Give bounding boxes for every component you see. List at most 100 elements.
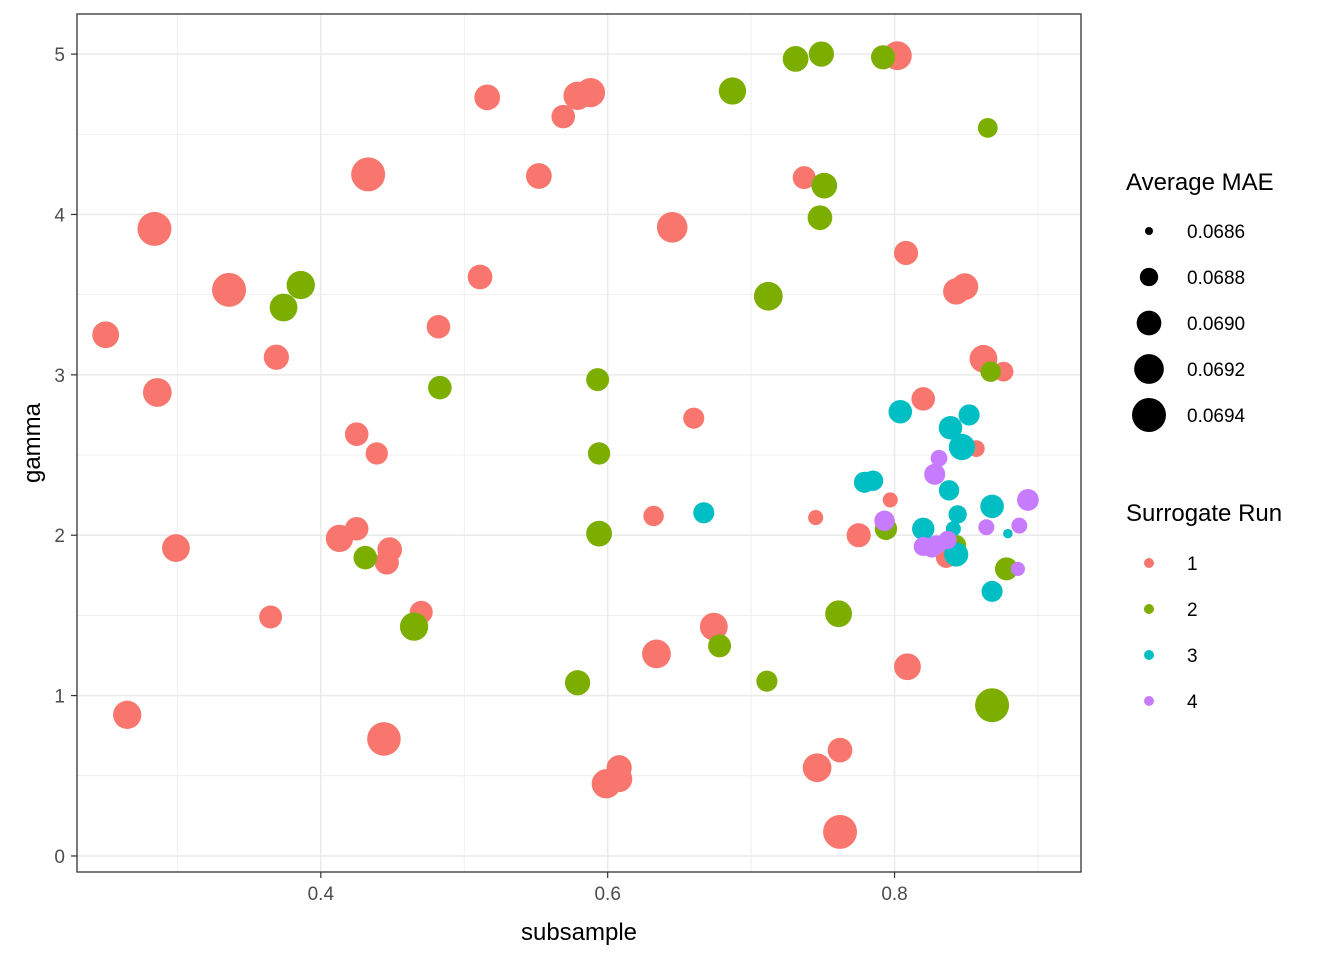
data-point-run-1 — [808, 510, 824, 526]
size-legend-key — [1134, 354, 1164, 384]
data-point-run-4 — [924, 463, 946, 485]
data-point-run-2 — [808, 41, 835, 67]
color-legend: Surrogate Run 1 2 3 4 — [1126, 500, 1282, 713]
size-legend-entries: 0.0686 0.0688 0.0690 0.0692 0.0694 — [1132, 222, 1246, 432]
data-point-run-2 — [587, 442, 611, 465]
color-legend-key — [1144, 604, 1154, 614]
data-point-run-1 — [367, 722, 401, 756]
color-legend-key — [1144, 558, 1154, 568]
data-point-run-1 — [606, 765, 633, 793]
data-point-run-3 — [912, 517, 935, 540]
y-tick-label: 3 — [54, 366, 65, 387]
data-point-run-4 — [1010, 561, 1025, 576]
y-tick-label: 5 — [54, 45, 65, 66]
data-point-run-3 — [853, 471, 875, 493]
data-point-run-2 — [718, 77, 747, 105]
size-legend-key — [1136, 310, 1162, 336]
data-point-run-1 — [474, 84, 501, 111]
color-legend-entries: 1 2 3 4 — [1144, 554, 1198, 713]
size-legend-label: 0.0688 — [1187, 268, 1245, 289]
data-point-run-2 — [753, 281, 783, 311]
data-point-run-1 — [823, 814, 858, 849]
data-point-run-2 — [586, 368, 610, 392]
data-point-run-1 — [374, 550, 399, 575]
data-point-run-1 — [802, 753, 832, 783]
data-point-run-1 — [467, 264, 493, 290]
data-point-run-1 — [911, 387, 936, 411]
data-point-run-2 — [586, 520, 612, 547]
data-point-run-3 — [693, 502, 715, 524]
x-axis-title: subsample — [521, 919, 637, 946]
y-tick-label: 0 — [54, 847, 65, 868]
color-legend-label: 3 — [1187, 646, 1198, 667]
size-legend-key — [1139, 267, 1159, 287]
size-legend-label: 0.0686 — [1187, 222, 1245, 243]
data-point-run-1 — [683, 407, 705, 429]
data-point-run-2 — [975, 688, 1010, 723]
data-point-run-1 — [142, 378, 172, 407]
data-point-run-1 — [699, 612, 728, 641]
data-point-run-1 — [642, 639, 671, 669]
data-point-run-1 — [827, 737, 853, 763]
data-point-run-1 — [263, 344, 289, 370]
data-point-run-2 — [977, 117, 998, 138]
data-point-run-2 — [353, 545, 378, 570]
data-point-run-1 — [882, 492, 898, 508]
data-point-run-1 — [212, 272, 247, 307]
data-point-run-1 — [792, 166, 816, 190]
data-point-run-4 — [1017, 489, 1039, 511]
data-point-run-3 — [938, 480, 960, 501]
data-point-run-1 — [643, 505, 664, 527]
plot-panel — [76, 13, 1082, 873]
size-legend-title: Average MAE — [1126, 169, 1274, 196]
data-point-run-3 — [981, 580, 1003, 602]
data-point-run-2 — [825, 600, 853, 628]
data-point-run-2 — [428, 375, 452, 400]
data-point-run-1 — [846, 523, 871, 548]
color-legend-label: 1 — [1187, 554, 1198, 575]
plot-border — [76, 13, 1082, 873]
color-legend-label: 4 — [1187, 692, 1198, 713]
data-point-run-1 — [344, 422, 369, 446]
data-point-run-2 — [564, 670, 591, 696]
major-gridlines — [77, 14, 1081, 872]
data-point-run-1 — [426, 314, 451, 339]
data-point-run-1 — [656, 211, 688, 243]
data-point-run-1 — [137, 211, 172, 246]
data-point-run-1 — [365, 442, 388, 465]
data-point-run-2 — [708, 634, 732, 658]
x-tick-label: 0.8 — [881, 884, 907, 905]
x-axis: 0.4 0.6 0.8 — [308, 872, 908, 905]
data-point-run-4 — [978, 519, 995, 536]
data-point-run-3 — [948, 433, 976, 461]
y-tick-label: 2 — [54, 526, 65, 547]
data-point-run-3 — [1003, 528, 1013, 539]
data-point-run-3 — [938, 415, 963, 440]
data-point-run-2 — [269, 293, 298, 322]
data-point-run-1 — [92, 321, 120, 349]
y-tick-label: 4 — [54, 205, 65, 226]
color-legend-label: 2 — [1187, 600, 1198, 621]
plot-background — [77, 14, 1081, 872]
data-point-run-1 — [893, 240, 919, 266]
size-legend-label: 0.0690 — [1187, 314, 1245, 335]
color-legend-key — [1144, 650, 1154, 660]
data-point-run-3 — [888, 399, 913, 424]
data-point-run-4 — [1011, 517, 1028, 534]
data-point-run-1 — [351, 157, 386, 192]
size-legend-key — [1145, 227, 1153, 235]
data-point-run-2 — [399, 612, 429, 641]
data-point-run-1 — [113, 700, 142, 729]
data-point-run-2 — [811, 172, 838, 199]
data-point-run-4 — [874, 510, 895, 532]
size-legend: Average MAE 0.06860.06880.06900.06920.06… — [1126, 169, 1274, 432]
y-tick-label: 1 — [54, 687, 65, 708]
data-point-run-2 — [994, 557, 1018, 581]
data-point-run-1 — [943, 278, 970, 305]
data-point-run-3 — [980, 494, 1004, 519]
y-axis: 0 1 2 3 4 5 — [54, 45, 77, 868]
color-legend-title: Surrogate Run — [1126, 500, 1282, 527]
data-point-run-2 — [286, 270, 315, 300]
data-point-run-1 — [344, 517, 369, 541]
